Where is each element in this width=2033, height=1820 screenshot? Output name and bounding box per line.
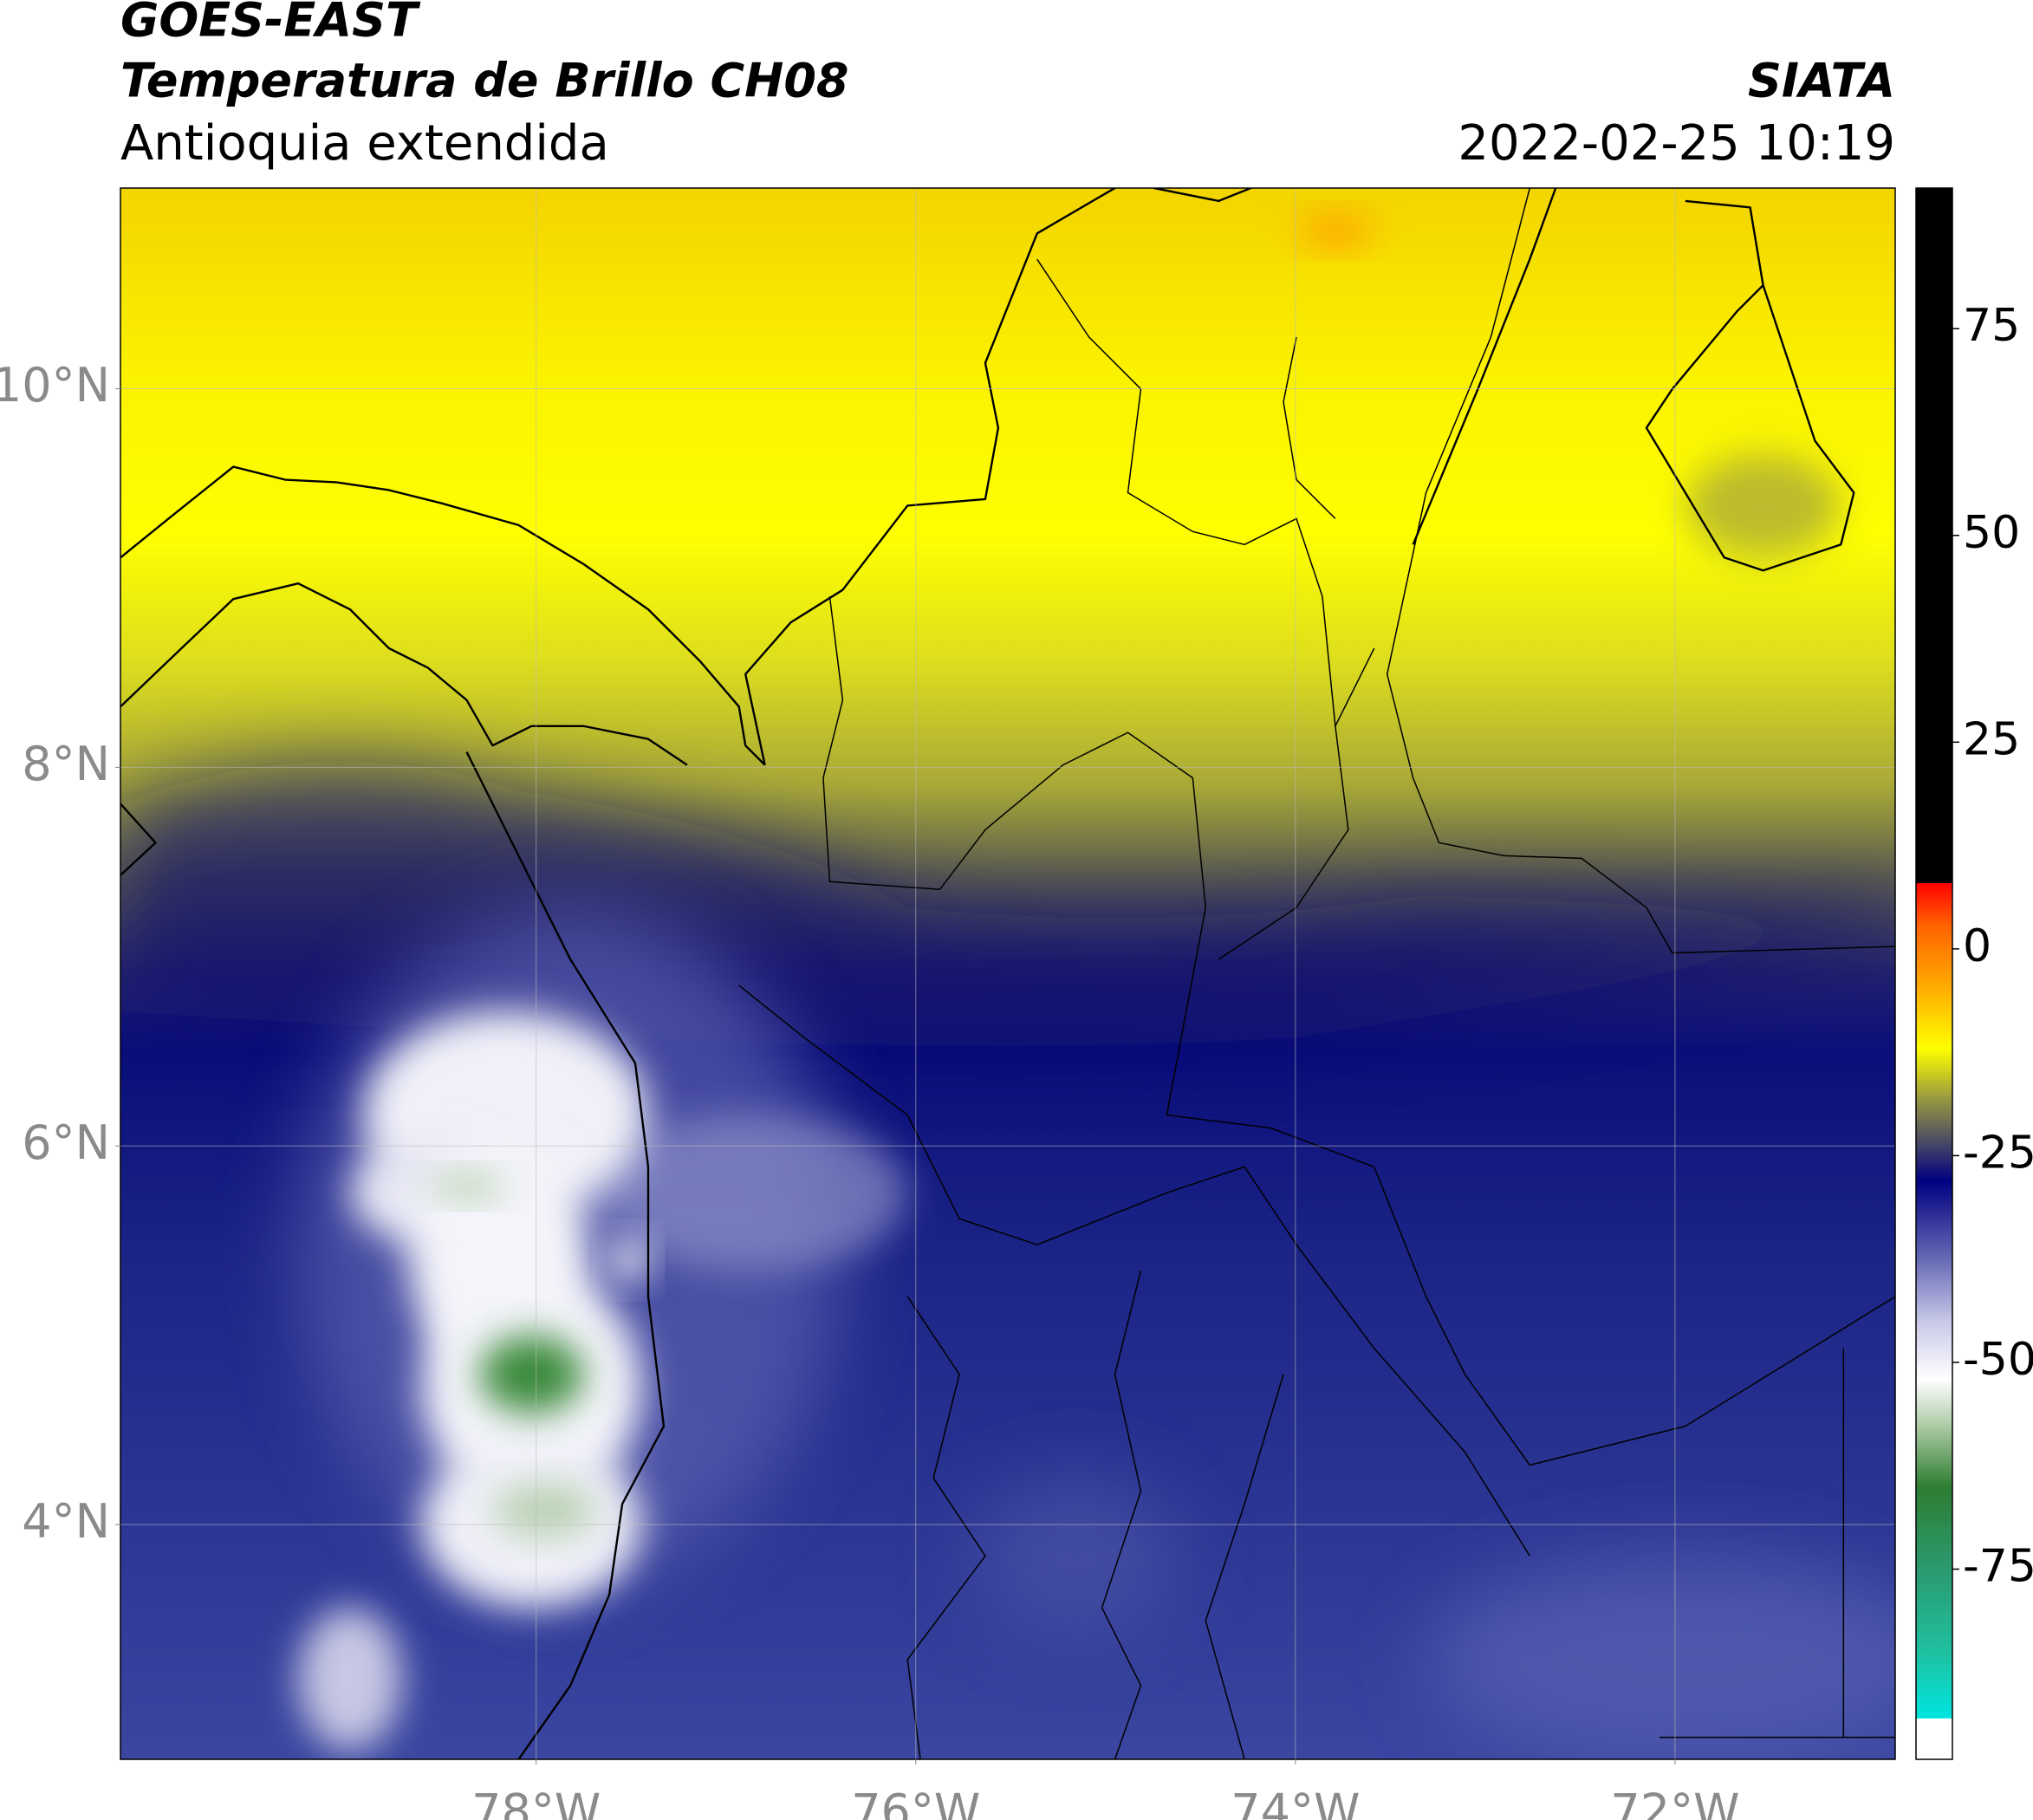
colorbar-segment (1916, 1486, 1952, 1570)
colorbar-tick-label: 50 (1963, 507, 2020, 559)
colorbar-tick-label: 25 (1963, 713, 2020, 765)
title: GOES-EAST (120, 0, 421, 48)
colorbar-segment (1916, 882, 1952, 925)
map-frame (120, 187, 1896, 1760)
x-tick-label: 74°W (1231, 1784, 1360, 1820)
colorbar-segment (1916, 188, 1952, 884)
colorbar-segment (1916, 1147, 1952, 1181)
cloud-features (120, 215, 1895, 1759)
datetime: 2022-02-25 10:19 (1458, 115, 1895, 172)
colorbar-segment (1916, 1379, 1952, 1429)
colorbar-segment (1916, 1428, 1952, 1487)
colorbar-segment (1916, 1718, 1952, 1760)
colorbar-tick-label: 75 (1963, 300, 2020, 352)
colorbar-segment (1916, 990, 1952, 1049)
y-tick-label: 10°N (0, 358, 110, 413)
satellite-image (120, 188, 1895, 1759)
x-tick-label: 72°W (1610, 1784, 1739, 1820)
colorbar-segment (1916, 1097, 1952, 1148)
colorbar-segment (1916, 1263, 1952, 1322)
x-tick-label: 76°W (851, 1784, 980, 1820)
colorbar-segment (1916, 1569, 1952, 1653)
source: SIATA (1748, 54, 1895, 108)
colorbar-tick-label: -50 (1963, 1334, 2033, 1386)
colorbar-segment (1916, 1180, 1952, 1264)
colorbar-tick-label: 0 (1963, 920, 1991, 972)
colorbar-tick-label: -75 (1963, 1541, 2033, 1593)
subtitle: Temperatura de Brillo CH08 (120, 54, 849, 108)
y-tick-label: 8°N (22, 737, 110, 791)
colorbar-segment (1916, 1048, 1952, 1099)
colorbar-tick-label: -25 (1963, 1127, 2033, 1179)
colorbar-segment (1916, 924, 1952, 991)
colorbar-segment (1916, 1321, 1952, 1380)
colorbar-segment (1916, 1651, 1952, 1719)
x-tick-label: 78°W (471, 1784, 601, 1820)
y-tick-label: 4°N (22, 1494, 110, 1549)
region: Antioquia extendida (120, 115, 609, 172)
map-outlines (120, 188, 1895, 1759)
colorbar-frame (1915, 187, 1953, 1760)
y-tick-label: 6°N (22, 1115, 110, 1170)
